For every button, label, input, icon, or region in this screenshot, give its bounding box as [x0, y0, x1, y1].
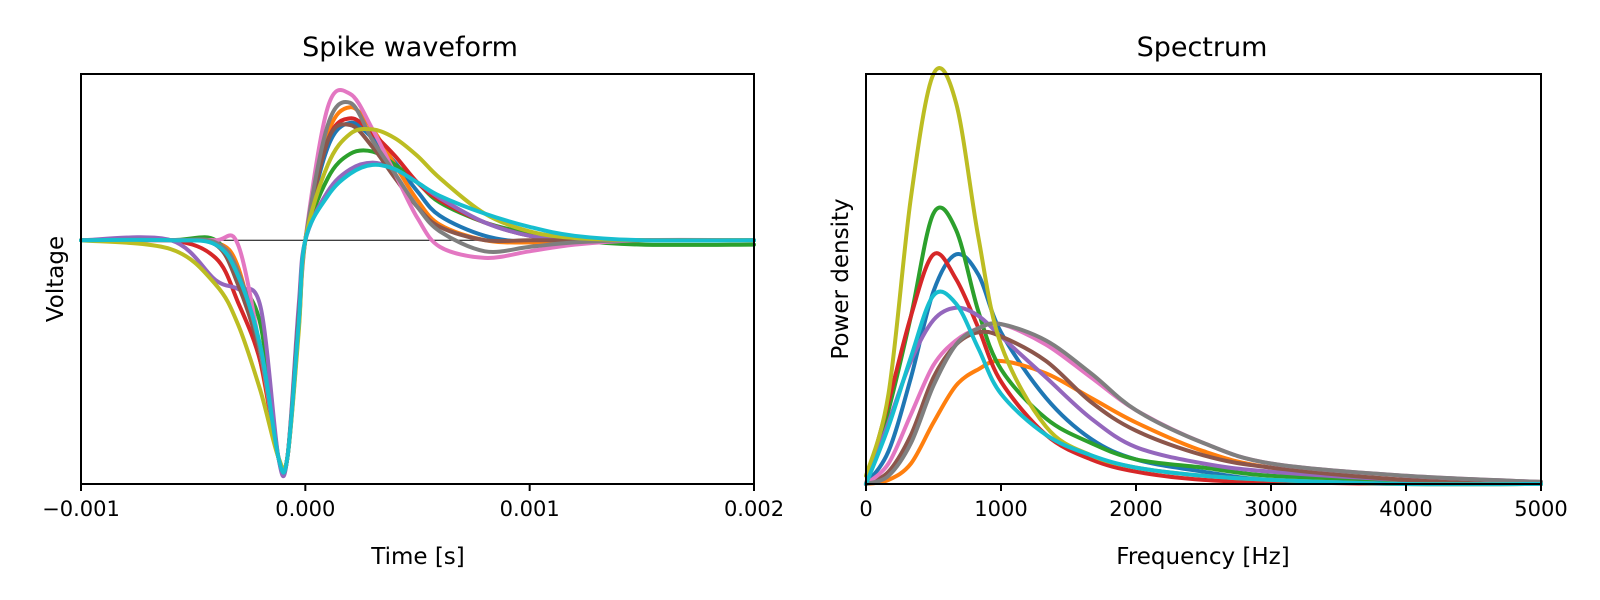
- spectrum-x-tick-label: 3000: [1244, 497, 1297, 521]
- waveform-series-group: [79, 88, 756, 479]
- waveform-x-ticks: −0.001 0.000 0.001 0.002: [42, 484, 784, 521]
- waveform-x-label: Time [s]: [370, 544, 465, 570]
- spectrum-x-tick-label: 5000: [1514, 497, 1567, 521]
- spectrum-plot-frame: [865, 73, 1542, 485]
- waveform-x-tick-label: 0.000: [275, 497, 335, 521]
- spectrum-line-brown: [864, 329, 1543, 486]
- waveform-x-tick-label: 0.002: [724, 497, 784, 521]
- spectrum-x-tick-label: 1000: [974, 497, 1027, 521]
- waveform-line-olive: [79, 126, 756, 472]
- waveform-line-brown: [79, 122, 756, 475]
- spectrum-line-orange: [864, 358, 1543, 486]
- spectrum-panel: Spectrum 0 1000 2000 3000 4000 5000 Frequency…: [828, 32, 1568, 570]
- spectrum-line-pink: [864, 321, 1543, 486]
- waveform-line-red: [79, 116, 756, 475]
- spectrum-series-group: [864, 66, 1543, 487]
- waveform-title: Spike waveform: [302, 32, 518, 63]
- waveform-y-label: Voltage: [43, 236, 69, 322]
- waveform-line-blue: [79, 120, 756, 475]
- waveform-line-pink: [79, 88, 756, 475]
- waveform-line-cyan: [79, 162, 756, 475]
- spectrum-x-label: Frequency [Hz]: [1116, 544, 1289, 570]
- spectrum-line-cyan: [864, 289, 1543, 487]
- spectrum-x-tick-label: 4000: [1379, 497, 1432, 521]
- spectrum-x-tick-label: 0: [859, 497, 872, 521]
- waveform-plot-frame: [80, 73, 755, 485]
- spectrum-x-ticks: 0 1000 2000 3000 4000 5000: [859, 484, 1568, 521]
- spectrum-line-gray: [864, 321, 1543, 486]
- spectrum-y-label: Power density: [828, 198, 854, 359]
- spectrum-x-tick-label: 2000: [1109, 497, 1162, 521]
- spectrum-title: Spectrum: [1137, 32, 1268, 63]
- waveform-x-tick-label: −0.001: [42, 497, 120, 521]
- waveform-line-orange: [79, 105, 756, 475]
- waveform-x-tick-label: 0.001: [500, 497, 560, 521]
- waveform-panel: Spike waveform −0.001 0.000 0.001 0.002 Tim…: [42, 32, 784, 570]
